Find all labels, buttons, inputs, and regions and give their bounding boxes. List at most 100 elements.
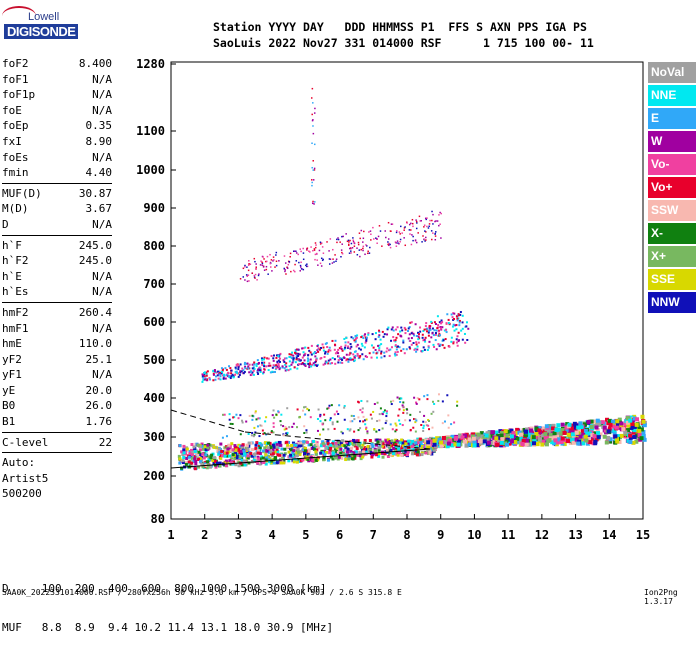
echo-point	[465, 321, 468, 324]
echo-point	[528, 432, 533, 437]
echo-point	[275, 251, 278, 254]
echo-point	[426, 398, 429, 401]
echo-point	[384, 230, 386, 232]
param-value: 4.40	[85, 166, 113, 180]
echo-point	[332, 258, 334, 260]
echo-point	[381, 440, 385, 444]
echo-point	[378, 413, 381, 416]
echo-point	[260, 260, 262, 262]
echo-point	[398, 397, 401, 400]
echo-point	[198, 456, 202, 460]
echo-point	[365, 340, 368, 343]
echo-point	[193, 457, 197, 461]
echo-point	[407, 442, 411, 446]
echo-point	[224, 459, 228, 463]
echo-point	[422, 339, 425, 342]
param-row: h`F 245.0	[2, 238, 112, 254]
echo-point	[356, 354, 359, 357]
echo-point	[247, 274, 250, 276]
echo-point	[404, 244, 407, 247]
echo-point	[444, 328, 447, 331]
param-name: hmE	[2, 337, 22, 351]
param-value: 8.400	[78, 57, 112, 70]
echo-point	[300, 363, 303, 366]
echo-point	[234, 448, 238, 452]
echo-point	[425, 239, 427, 241]
param-value: N/A	[92, 150, 112, 164]
echo-point	[261, 456, 265, 460]
echo-point	[258, 462, 262, 466]
echo-point	[193, 449, 197, 453]
echo-point	[419, 220, 422, 222]
echo-point	[242, 459, 246, 463]
echo-point	[361, 407, 364, 410]
echo-point	[258, 451, 262, 455]
echo-point	[378, 225, 381, 227]
echo-point	[554, 427, 559, 432]
echo-point	[423, 348, 426, 351]
echo-point	[283, 367, 286, 370]
echo-point	[412, 332, 415, 335]
echo-point	[201, 465, 205, 469]
echo-point	[437, 437, 442, 442]
echo-point	[329, 358, 332, 361]
echo-point	[331, 423, 334, 426]
echo-point	[276, 360, 279, 363]
echo-point	[349, 358, 352, 361]
echo-point	[253, 274, 256, 277]
echo-point	[396, 350, 399, 353]
echo-point	[213, 369, 216, 372]
echo-point	[447, 438, 452, 443]
echo-point	[604, 440, 609, 445]
echo-point	[225, 368, 228, 371]
echo-point	[405, 408, 408, 411]
echo-point	[228, 418, 231, 421]
echo-point	[308, 363, 311, 366]
echo-point	[236, 372, 239, 375]
echo-point	[402, 348, 405, 351]
echo-point	[467, 437, 472, 442]
echo-point	[311, 202, 314, 205]
echo-point	[374, 338, 377, 341]
echo-point	[331, 339, 334, 342]
echo-point	[387, 243, 389, 246]
echo-point	[565, 439, 570, 444]
echo-point	[430, 321, 433, 324]
echo-point	[394, 339, 397, 342]
echo-point	[248, 414, 251, 417]
echo-point	[401, 444, 405, 448]
echo-point	[452, 312, 455, 315]
echo-point	[347, 239, 350, 242]
echo-point	[581, 441, 586, 446]
param-value: 20.0	[85, 383, 113, 397]
y-tick-label: 500	[143, 353, 165, 367]
echo-point	[337, 441, 341, 445]
echo-point	[256, 371, 259, 374]
echo-point	[427, 331, 430, 334]
echo-point	[427, 418, 430, 421]
echo-point	[422, 235, 424, 237]
echo-point	[274, 441, 278, 445]
echo-point	[296, 408, 299, 411]
echo-point	[259, 370, 262, 373]
echo-point	[409, 321, 412, 324]
echo-point	[534, 431, 539, 436]
echo-point	[203, 373, 206, 376]
echo-point	[379, 338, 382, 341]
echo-point	[217, 452, 221, 456]
echo-point	[511, 431, 516, 436]
echo-point	[221, 368, 224, 371]
echo-point	[348, 244, 350, 246]
echo-point	[275, 443, 279, 447]
echo-point	[578, 421, 583, 426]
echo-point	[246, 275, 249, 277]
echo-point	[540, 442, 545, 447]
echo-point	[255, 266, 257, 268]
echo-point	[308, 349, 311, 352]
echo-point	[207, 457, 211, 461]
echo-point	[205, 466, 209, 470]
echo-point	[345, 450, 349, 454]
echo-point	[385, 415, 388, 418]
echo-point	[368, 439, 372, 443]
echo-point	[238, 451, 242, 455]
